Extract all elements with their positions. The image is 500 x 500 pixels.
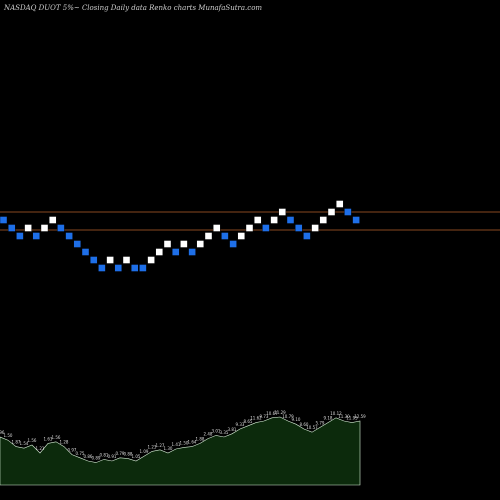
brick-up [40,224,49,232]
renko-bricks [0,200,360,272]
brick-down [0,216,8,224]
volume-label: 1.96 [0,430,5,435]
volume-label: 9.18 [324,416,333,421]
brick-up [163,240,172,248]
brick-up [336,200,344,208]
brick-up [327,208,336,216]
brick-down [65,232,73,240]
volume-label: 0.88 [124,452,133,457]
volume-label: 10.12 [330,411,342,416]
volume-label: 1.21 [36,446,45,451]
volume-label: 0.89 [92,456,101,461]
volume-label: 10.57 [306,425,318,430]
volume-label: 1.27 [156,443,165,448]
brick-up [270,216,278,224]
brick-down [352,216,360,224]
volume-label: 1.41 [172,442,181,447]
brick-down [89,256,98,264]
volume-label: 11.62 [250,416,262,421]
brick-down [262,224,270,232]
volume-label: 0.79 [116,451,125,456]
brick-down [81,248,90,256]
volume-label: 1.28 [60,440,69,445]
brick-down [7,224,16,232]
volume-label: 0.86 [84,454,93,459]
volume-label: 9.33 [236,422,245,427]
brick-up [196,240,205,248]
volume-label: 1.09 [140,449,149,454]
volume-panel: 1.961.501.871.541.561.211.631.561.280.97… [0,410,366,486]
brick-down [114,264,123,272]
volume-label: 1.63 [44,436,53,441]
brick-up [253,216,262,224]
volume-label: 3.01 [212,428,221,433]
brick-up [278,208,286,216]
volume-label: 0.81 [100,452,109,457]
volume-label: 12.59 [354,414,366,419]
volume-label: 0.91 [108,454,117,459]
volume-label: 1.30 [164,446,173,451]
brick-up [237,232,246,240]
brick-up [311,224,319,232]
volume-label: 10.67 [266,411,278,416]
brick-up [49,216,57,224]
brick-down [130,264,139,272]
brick-up [147,256,155,264]
volume-label: 1.64 [188,440,197,445]
volume-label: 1.05 [132,454,141,459]
volume-label: 9.10 [292,417,301,422]
brick-down [188,248,196,256]
volume-label: 1.56 [52,435,61,440]
volume-label: 11.29 [274,410,286,415]
volume-label: 1.50 [4,433,13,438]
brick-down [16,232,24,240]
volume-label: 0.97 [68,448,77,453]
volume-label: 1.87 [12,440,21,445]
volume-label: 1.23 [148,444,157,449]
volume-label: 3.81 [228,427,237,432]
brick-down [171,248,180,256]
volume-label: 2.48 [204,432,213,437]
volume-label: 1.54 [20,441,29,446]
brick-up [180,240,188,248]
volume-area [0,416,361,486]
brick-down [57,224,65,232]
brick-up [245,224,254,232]
brick-down [98,264,106,272]
volume-label: 8.65 [244,419,253,424]
volume-label: 3.35 [220,430,229,435]
volume-label: 1.50 [180,440,189,445]
brick-down [32,232,40,240]
brick-up [319,216,327,224]
brick-down [295,224,303,232]
brick-up [204,232,213,240]
brick-down [344,208,352,216]
brick-down [229,240,237,248]
brick-up [155,248,164,256]
volume-label: 1.56 [28,438,37,443]
brick-down [73,240,82,248]
volume-label: 11.95 [346,416,358,421]
volume-label: 5.79 [316,420,325,425]
brick-down [286,216,295,224]
volume-label: 11.30 [338,414,350,419]
brick-up [24,224,32,232]
volume-label: 8.60 [300,422,309,427]
brick-up [212,224,221,232]
volume-label: 0.75 [76,451,85,456]
volume-label: 9.73 [260,414,269,419]
brick-up [106,256,114,264]
brick-down [303,232,311,240]
volume-label: 1.88 [196,436,205,441]
brick-down [221,232,229,240]
brick-down [139,264,147,272]
volume-label: 10.79 [282,414,294,419]
brick-up [122,256,131,264]
chart-title: NASDAQ DUOT 5%~ Closing Daily data Renko… [3,4,262,12]
